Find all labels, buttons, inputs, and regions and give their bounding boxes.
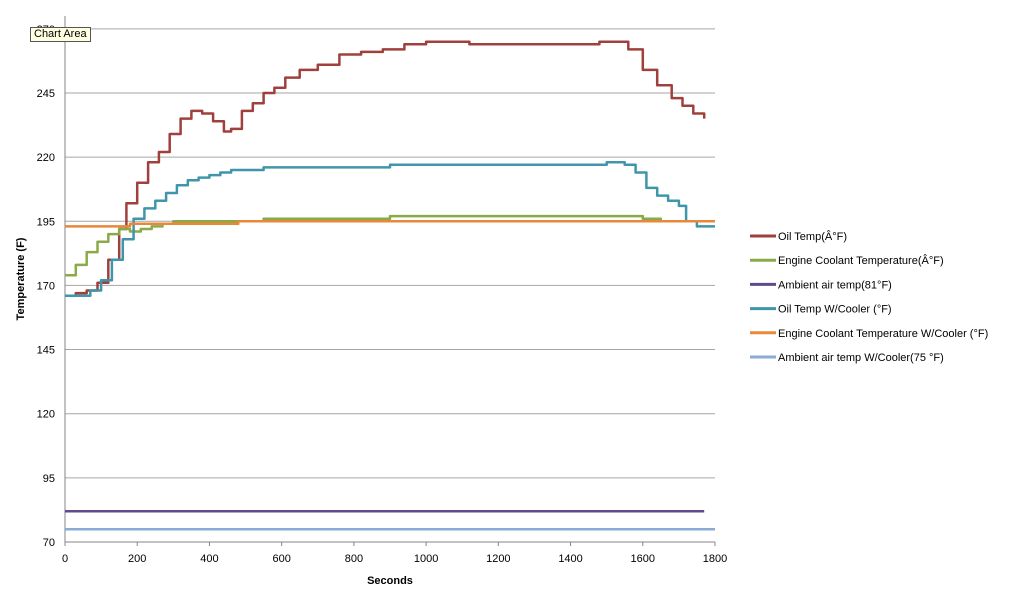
series-lines bbox=[65, 40, 715, 531]
y-tick-label: 120 bbox=[37, 409, 55, 421]
legend-label-1: Engine Coolant Temperature(Â°F) bbox=[778, 254, 944, 267]
x-tick-label: 1600 bbox=[631, 553, 655, 565]
x-tick-label: 1400 bbox=[558, 553, 582, 565]
legend-label-5: Ambient air temp W/Cooler(75 °F) bbox=[778, 352, 944, 364]
x-tick-label: 600 bbox=[272, 553, 290, 565]
axes: 7095120145170195220245270020040060080010… bbox=[37, 16, 727, 565]
x-tick-label: 1800 bbox=[703, 553, 727, 565]
y-tick-label: 170 bbox=[37, 280, 55, 292]
series-line-1 bbox=[65, 214, 708, 277]
x-tick-label: 1200 bbox=[486, 553, 510, 565]
series-line-3 bbox=[65, 161, 715, 297]
x-tick-label: 0 bbox=[62, 553, 68, 565]
y-tick-label: 95 bbox=[43, 473, 55, 485]
y-tick-label: 245 bbox=[37, 88, 55, 100]
series-line-4 bbox=[65, 220, 715, 228]
series-line-0 bbox=[65, 40, 706, 297]
legend-label-2: Ambient air temp(81°F) bbox=[778, 279, 892, 291]
x-tick-label: 200 bbox=[128, 553, 146, 565]
x-tick-label: 1000 bbox=[414, 553, 438, 565]
legend-label-4: Engine Coolant Temperature W/Cooler (°F) bbox=[778, 328, 988, 340]
x-axis-label: Seconds bbox=[367, 575, 413, 587]
legend-label-3: Oil Temp W/Cooler (°F) bbox=[778, 304, 892, 316]
gridlines bbox=[65, 28, 715, 479]
legend-label-0: Oil Temp(Â°F) bbox=[778, 230, 847, 243]
y-axis-label: Temperature (F) bbox=[15, 237, 27, 320]
chart-area-tooltip: Chart Area bbox=[30, 27, 91, 42]
x-tick-label: 800 bbox=[345, 553, 363, 565]
x-tick-label: 400 bbox=[200, 553, 218, 565]
y-tick-label: 70 bbox=[43, 537, 55, 549]
y-tick-label: 145 bbox=[37, 345, 55, 357]
legend: Oil Temp(Â°F) Engine Coolant Temperature(… bbox=[750, 230, 988, 364]
y-tick-label: 195 bbox=[37, 216, 55, 228]
y-tick-label: 220 bbox=[37, 152, 55, 164]
